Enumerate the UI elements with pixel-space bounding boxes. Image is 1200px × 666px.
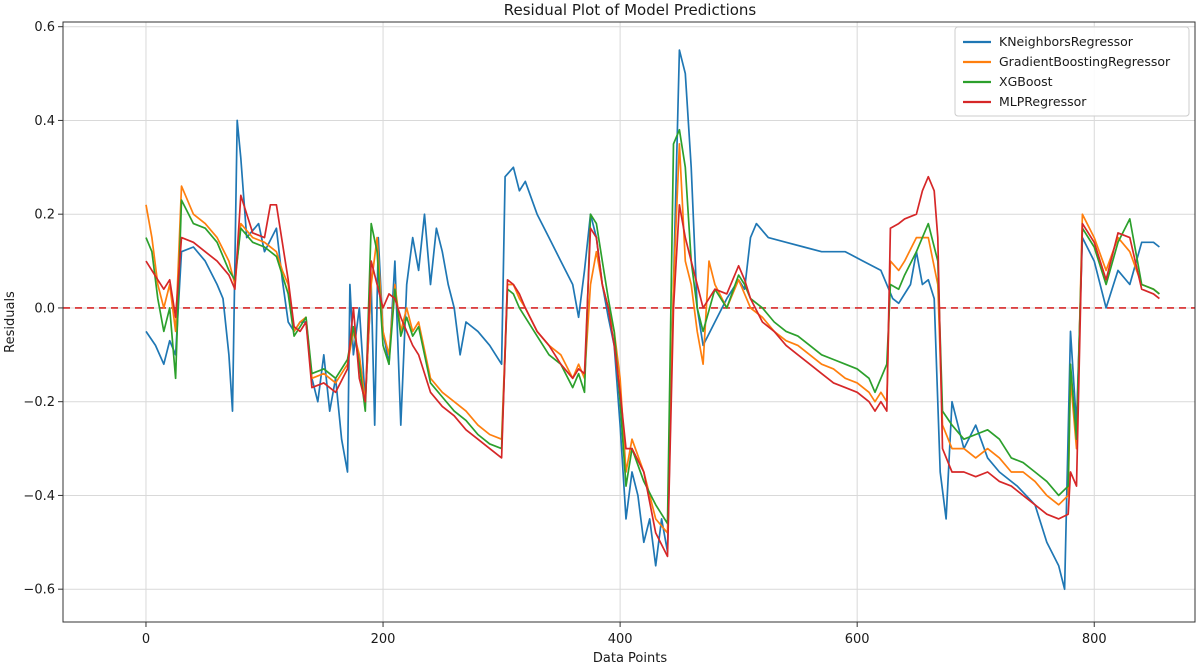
x-tick-label: 600 <box>845 632 870 647</box>
y-tick-label: −0.4 <box>23 489 55 504</box>
plot-frame <box>62 21 1196 623</box>
legend-entry-gradientboosting: GradientBoostingRegressor <box>963 54 1171 69</box>
y-tick-label: 0.6 <box>34 20 55 35</box>
x-axis-title: Data Points <box>593 651 667 666</box>
series-line-xgboost <box>145 128 1160 525</box>
series-line-gradientboostingregressor <box>145 143 1160 534</box>
legend-label-kneighbors: KNeighborsRegressor <box>999 34 1134 49</box>
tick-layer: 0 200 400 600 800 −0.6 −0.4 −0.2 0.0 0.2 0.4 0.6 <box>23 20 1106 647</box>
legend-label-mlp: MLPRegressor <box>999 94 1087 109</box>
y-tick-label: 0.0 <box>34 301 55 316</box>
legend: KNeighborsRegressor GradientBoostingRegr… <box>954 26 1190 117</box>
legend-label-xgboost: XGBoost <box>999 74 1053 89</box>
legend-entry-mlp: MLPRegressor <box>963 94 1087 109</box>
x-tick-label: 0 <box>142 632 150 647</box>
legend-box <box>954 26 1190 117</box>
series-layer <box>145 49 1160 591</box>
x-tick-label: 200 <box>371 632 396 647</box>
y-tick-label: −0.2 <box>23 395 55 410</box>
y-tick-label: 0.4 <box>34 114 55 129</box>
chart-title: Residual Plot of Model Predictions <box>504 1 757 19</box>
y-tick-label: −0.6 <box>23 583 55 598</box>
y-tick-label: 0.2 <box>34 208 55 223</box>
y-axis-title: Residuals <box>3 291 18 353</box>
legend-entry-kneighbors: KNeighborsRegressor <box>963 34 1134 49</box>
x-tick-label: 400 <box>608 632 633 647</box>
series-line-mlpregressor <box>145 175 1160 558</box>
legend-entry-xgboost: XGBoost <box>963 74 1053 89</box>
legend-label-gradientboosting: GradientBoostingRegressor <box>999 54 1171 69</box>
x-tick-label: 800 <box>1082 632 1107 647</box>
